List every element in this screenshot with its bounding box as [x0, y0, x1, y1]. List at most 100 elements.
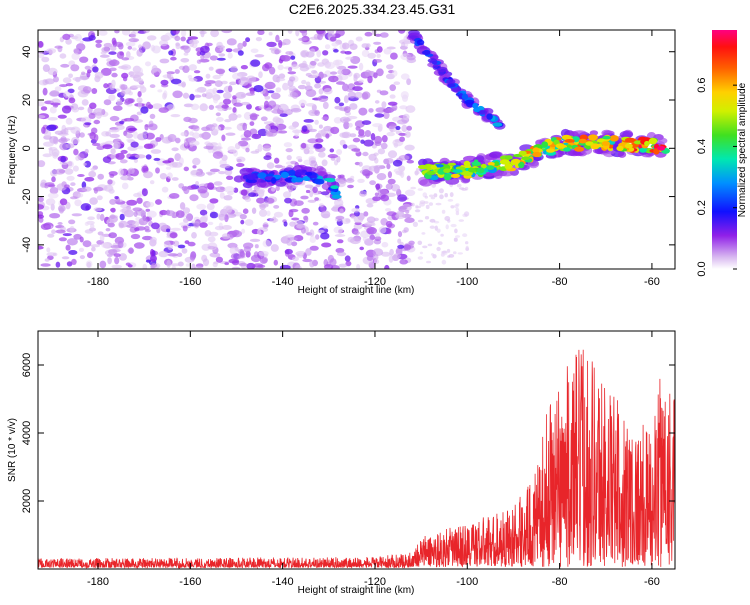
- heatmap-cell: [401, 124, 408, 132]
- heatmap-cell: [66, 261, 73, 267]
- heatmap-cell: [254, 244, 259, 249]
- heatmap-cell: [397, 238, 402, 244]
- heatmap-cell: [401, 41, 406, 50]
- heatmap-cell: [422, 245, 428, 249]
- heatmap-cell: [486, 165, 495, 171]
- heatmap-cell: [43, 141, 54, 147]
- heatmap-cell: [105, 131, 112, 137]
- heatmap-cell: [465, 241, 469, 245]
- heatmap-cell: [86, 71, 91, 78]
- heatmap-cell: [161, 186, 169, 193]
- heatmap-cell: [317, 33, 323, 41]
- heatmap-cell: [397, 244, 405, 249]
- heatmap-cell: [194, 94, 202, 98]
- heatmap-cell: [195, 171, 205, 177]
- heatmap-cell: [294, 264, 302, 269]
- heatmap-cell: [136, 111, 143, 116]
- heatmap-cell: [309, 190, 314, 198]
- heatmap-cell: [358, 79, 364, 84]
- heatmap-cell: [465, 99, 474, 104]
- heatmap-cell: [336, 155, 341, 163]
- heatmap-cell: [359, 246, 365, 251]
- spectrogram-y-tick-label: 20: [21, 94, 33, 106]
- heatmap-cell: [174, 35, 181, 42]
- heatmap-cell: [288, 185, 294, 193]
- heatmap-cell: [321, 191, 330, 196]
- heatmap-cell: [38, 204, 45, 210]
- heatmap-cell: [417, 188, 423, 191]
- heatmap-cell: [273, 259, 278, 266]
- heatmap-cell: [454, 228, 458, 234]
- heatmap-cell: [216, 117, 224, 122]
- heatmap-cell: [297, 84, 307, 90]
- heatmap-cell: [84, 177, 95, 182]
- heatmap-cell: [255, 37, 262, 42]
- heatmap-cell: [125, 133, 134, 139]
- heatmap-cell: [319, 203, 324, 208]
- heatmap-cell: [114, 196, 119, 200]
- heatmap-cell: [338, 263, 348, 268]
- heatmap-cell: [137, 100, 142, 109]
- heatmap-cell: [214, 80, 223, 87]
- heatmap-cell: [353, 216, 364, 224]
- heatmap-cell: [180, 36, 186, 42]
- heatmap-cell: [183, 186, 190, 195]
- heatmap-cell: [110, 208, 116, 212]
- heatmap-cell: [165, 210, 176, 217]
- heatmap-cell: [242, 208, 249, 214]
- heatmap-cell: [77, 193, 84, 198]
- heatmap-cell: [339, 116, 350, 124]
- heatmap-cell: [397, 194, 408, 202]
- heatmap-cell: [242, 122, 247, 131]
- heatmap-cell: [419, 200, 426, 205]
- heatmap-cell: [149, 180, 155, 185]
- heatmap-cell: [386, 64, 394, 70]
- heatmap-cell: [180, 132, 187, 137]
- heatmap-cell: [40, 223, 52, 230]
- heatmap-cell: [274, 49, 280, 55]
- snr-x-tick-label: -140: [272, 576, 294, 588]
- heatmap-cell: [170, 263, 181, 267]
- heatmap-cell: [359, 190, 367, 197]
- heatmap-cell: [357, 178, 365, 183]
- heatmap-cell: [504, 163, 513, 170]
- heatmap-cell: [585, 141, 594, 146]
- heatmap-cell: [406, 78, 411, 86]
- heatmap-cell: [132, 207, 143, 212]
- heatmap-cell: [609, 135, 619, 142]
- heatmap-cell: [160, 79, 169, 86]
- heatmap-cell: [309, 160, 318, 167]
- heatmap-cell: [288, 169, 297, 176]
- heatmap-cell: [313, 143, 323, 149]
- heatmap-cell: [386, 131, 395, 137]
- heatmap-cell: [119, 120, 125, 125]
- heatmap-cell: [248, 192, 257, 197]
- heatmap-cell: [239, 214, 247, 220]
- heatmap-cell: [399, 259, 409, 265]
- heatmap-cell: [237, 42, 244, 50]
- heatmap-cell: [73, 48, 80, 54]
- heatmap-cell: [314, 109, 320, 116]
- heatmap-cell: [228, 113, 238, 121]
- heatmap-cell: [142, 215, 147, 222]
- heatmap-cell: [264, 100, 269, 109]
- colorbar-gradient: [712, 30, 737, 269]
- heatmap-cell: [170, 78, 182, 85]
- heatmap-cell: [435, 202, 442, 206]
- heatmap-cell: [291, 217, 300, 221]
- heatmap-cell: [617, 151, 627, 158]
- heatmap-cell: [69, 225, 75, 233]
- heatmap-cell: [455, 166, 466, 170]
- heatmap-cell: [347, 91, 356, 99]
- heatmap-cell: [113, 253, 121, 258]
- heatmap-cell: [355, 36, 363, 42]
- heatmap-cell: [121, 30, 131, 36]
- heatmap-cell: [320, 210, 331, 219]
- heatmap-cell: [75, 155, 80, 161]
- heatmap-cell: [298, 251, 305, 256]
- heatmap-cell: [97, 173, 104, 180]
- heatmap-cell: [436, 66, 448, 73]
- heatmap-cell: [230, 65, 238, 73]
- heatmap-cell: [283, 191, 292, 199]
- heatmap-cell: [298, 63, 307, 68]
